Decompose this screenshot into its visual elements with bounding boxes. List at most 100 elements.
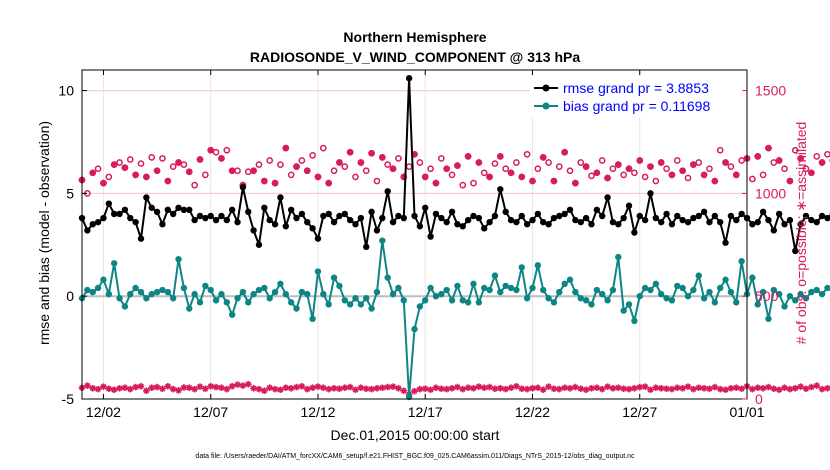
rmse-point xyxy=(159,221,166,228)
obs-possible-assimilated-point xyxy=(379,154,386,161)
obs-possible-assimilated-point-stroke xyxy=(154,167,160,174)
obs-possible-assimilated-point-stroke xyxy=(722,159,729,166)
obs-assimilated-point xyxy=(808,383,815,391)
obs-assimilated-point-stroke xyxy=(250,385,257,392)
rmse-point xyxy=(507,216,515,224)
rmse-point xyxy=(320,212,327,220)
rmse-point xyxy=(330,218,338,226)
obs-possible-assimilated-point xyxy=(153,167,161,175)
obs-assimilated-point xyxy=(266,384,274,391)
bias-point xyxy=(330,274,338,281)
rmse-point xyxy=(690,214,697,222)
obs-assimilated-point xyxy=(320,384,327,391)
bias-point xyxy=(566,276,574,283)
bias-point xyxy=(357,301,365,308)
obs-possible-assimilated-point-stroke xyxy=(508,169,514,176)
obs-possible-point xyxy=(824,150,830,158)
bias-point xyxy=(448,297,456,304)
bias-point xyxy=(196,299,204,306)
obs-possible-assimilated-point xyxy=(164,177,172,185)
axes: 12/02 12/07 12/12 12/17 12/22 12/27 01/01 -5 0 5 1… xyxy=(58,69,786,420)
obs-assimilated-point-stroke xyxy=(497,385,504,392)
obs-assimilated-point xyxy=(759,385,767,392)
obs-assimilated-point xyxy=(770,385,778,393)
rmse-point xyxy=(234,218,241,226)
bias-point xyxy=(797,290,804,298)
obs-possible-assimilated-point xyxy=(443,165,450,172)
obs-assimilated-point xyxy=(196,383,204,390)
bias-point xyxy=(389,290,397,298)
obs-possible-point xyxy=(706,165,713,173)
obs-possible-point xyxy=(534,165,542,173)
obs-assimilated-point xyxy=(620,385,627,393)
obs-possible-point xyxy=(738,157,745,164)
obs-assimilated-point-stroke xyxy=(508,384,514,391)
obs-assimilated-point-stroke xyxy=(341,384,348,391)
obs-possible-assimilated-point-stroke xyxy=(143,174,150,180)
rmse-point xyxy=(245,208,252,216)
obs-possible-assimilated-point-stroke xyxy=(304,167,311,174)
bias-point xyxy=(416,303,424,310)
bias-point xyxy=(770,286,778,294)
obs-assimilated-point xyxy=(454,383,461,391)
obs-assimilated-point-stroke xyxy=(561,384,568,391)
obs-assimilated-point-stroke xyxy=(567,385,573,392)
bias-point xyxy=(175,255,182,263)
obs-possible-assimilated-point xyxy=(808,169,815,177)
obs-possible-assimilated-point-stroke xyxy=(540,154,547,161)
obs-possible-assimilated-point xyxy=(561,148,568,156)
obs-possible-point xyxy=(470,179,477,187)
obs-assimilated-point xyxy=(684,383,692,390)
rmse-point xyxy=(379,214,386,222)
obs-assimilated-point xyxy=(202,385,209,393)
rmse-point xyxy=(588,221,595,228)
obs-assimilated-point-stroke xyxy=(363,385,370,392)
obs-assimilated-point xyxy=(100,383,107,390)
bias-point xyxy=(121,303,129,310)
obs-possible-assimilated-point-stroke xyxy=(733,171,740,178)
bias-point xyxy=(808,288,815,296)
y-right-tick-label: 500 xyxy=(755,288,779,304)
y-axis-right-label: # of obs: o=possible; ∗=assimilated xyxy=(793,122,809,345)
rmse-point xyxy=(604,194,611,201)
bias-point xyxy=(202,282,209,290)
obs-possible-assimilated-point xyxy=(486,173,493,181)
rmse-point xyxy=(89,221,96,228)
obs-assimilated-point xyxy=(775,386,783,394)
rmse-point xyxy=(137,235,145,242)
obs-possible-assimilated-point xyxy=(786,177,794,185)
obs-possible-assimilated-point-stroke xyxy=(315,174,321,180)
rmse-point xyxy=(121,206,129,214)
obs-assimilated-point xyxy=(668,385,676,393)
obs-possible-assimilated-point xyxy=(185,168,193,176)
obs-possible-point xyxy=(234,167,241,175)
obs-possible-assimilated-point xyxy=(668,171,676,179)
bias-point xyxy=(287,299,295,306)
rmse-point xyxy=(180,206,188,214)
obs-possible-point xyxy=(341,163,349,170)
y-tick-label: 0 xyxy=(66,288,74,304)
bias-point xyxy=(781,303,788,310)
obs-possible-assimilated-point-stroke xyxy=(604,175,611,181)
obs-assimilated-point-stroke xyxy=(636,384,643,390)
obs-assimilated-point xyxy=(234,381,241,388)
obs-possible-assimilated-point xyxy=(314,173,322,181)
bias-point xyxy=(239,288,247,296)
obs-possible-assimilated-point-stroke xyxy=(379,154,386,161)
obs-assimilated-point xyxy=(352,386,359,394)
obs-assimilated-point-stroke xyxy=(111,386,118,393)
obs-possible-assimilated-point-stroke xyxy=(669,171,675,178)
bias-point xyxy=(513,286,520,294)
obs-assimilated-point xyxy=(228,382,236,390)
obs-possible-point xyxy=(566,167,574,175)
obs-possible-assimilated-point-stroke xyxy=(175,159,182,166)
obs-possible-assimilated-point-stroke xyxy=(690,161,697,168)
obs-possible-assimilated-point xyxy=(775,157,783,164)
bias-point xyxy=(700,295,708,302)
obs-possible-assimilated-point-stroke xyxy=(647,163,654,170)
obs-possible-point xyxy=(255,161,263,168)
obs-assimilated-point-stroke xyxy=(492,385,498,392)
bias-point xyxy=(599,290,606,298)
obs-assimilated-point-stroke xyxy=(95,386,101,393)
legend: rmse grand pr = 3.8853 bias grand pr = 0… xyxy=(529,75,743,117)
